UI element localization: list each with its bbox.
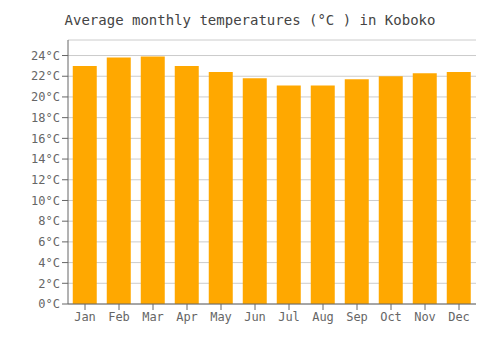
svg-text:16°C: 16°C [31,132,60,146]
svg-text:Sep: Sep [346,310,368,324]
svg-text:20°C: 20°C [31,90,60,104]
svg-text:Dec: Dec [448,310,470,324]
svg-text:Jun: Jun [244,310,266,324]
svg-text:10°C: 10°C [31,194,60,208]
svg-text:May: May [210,310,232,324]
svg-text:24°C: 24°C [31,49,60,63]
svg-text:14°C: 14°C [31,152,60,166]
html-text:Average monthly temperatures (: Average monthly temperatures (°C ) in Ko… [64,12,436,28]
svg-text:Nov: Nov [414,310,436,324]
svg-text:Mar: Mar [142,310,164,324]
svg-text:18°C: 18°C [31,111,60,125]
svg-text:2°C: 2°C [38,277,60,291]
svg-text:4°C: 4°C [38,256,60,270]
svg-text:22°C: 22°C [31,69,60,83]
svg-text:Oct: Oct [380,310,402,324]
svg-text:Aug: Aug [312,310,334,324]
svg-text:8°C: 8°C [38,214,60,228]
svg-text:Apr: Apr [176,310,198,324]
svg-text:Jul: Jul [278,310,300,324]
svg-text:Feb: Feb [108,310,130,324]
svg-text:12°C: 12°C [31,173,60,187]
svg-text:6°C: 6°C [38,235,60,249]
svg-text:Jan: Jan [74,310,96,324]
svg-text:0°C: 0°C [38,297,60,311]
